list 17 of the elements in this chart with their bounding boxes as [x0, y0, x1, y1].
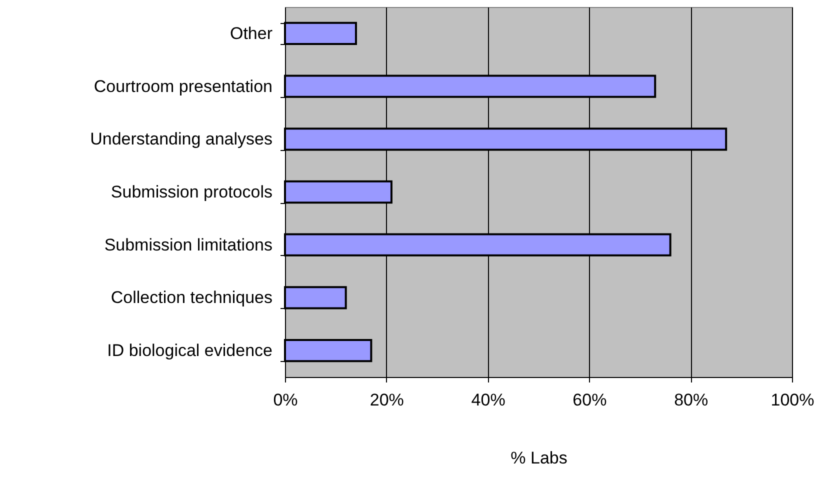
x-tick-label: 60% — [572, 390, 607, 410]
x-tick-label: 0% — [273, 390, 298, 410]
x-tick-label: 20% — [370, 390, 404, 410]
bar — [284, 22, 357, 45]
y-tick-label: Other — [230, 24, 273, 43]
y-tick-label: Submission protocols — [110, 182, 272, 202]
y-tick-label: ID biological evidence — [107, 341, 272, 360]
y-tick-label: Understanding analyses — [90, 130, 272, 149]
x-tick-label: 80% — [674, 390, 708, 410]
y-tick-label: Collection techniques — [110, 288, 272, 308]
bar — [284, 339, 372, 362]
y-tick-label: Courtroom presentation — [94, 76, 272, 96]
x-tick-label: 40% — [471, 390, 506, 410]
x-axis-title: % Labs — [510, 448, 568, 468]
bar — [284, 286, 347, 310]
y-tick-label: Submission limitations — [104, 235, 272, 254]
x-tick-label: 100% — [770, 390, 814, 410]
